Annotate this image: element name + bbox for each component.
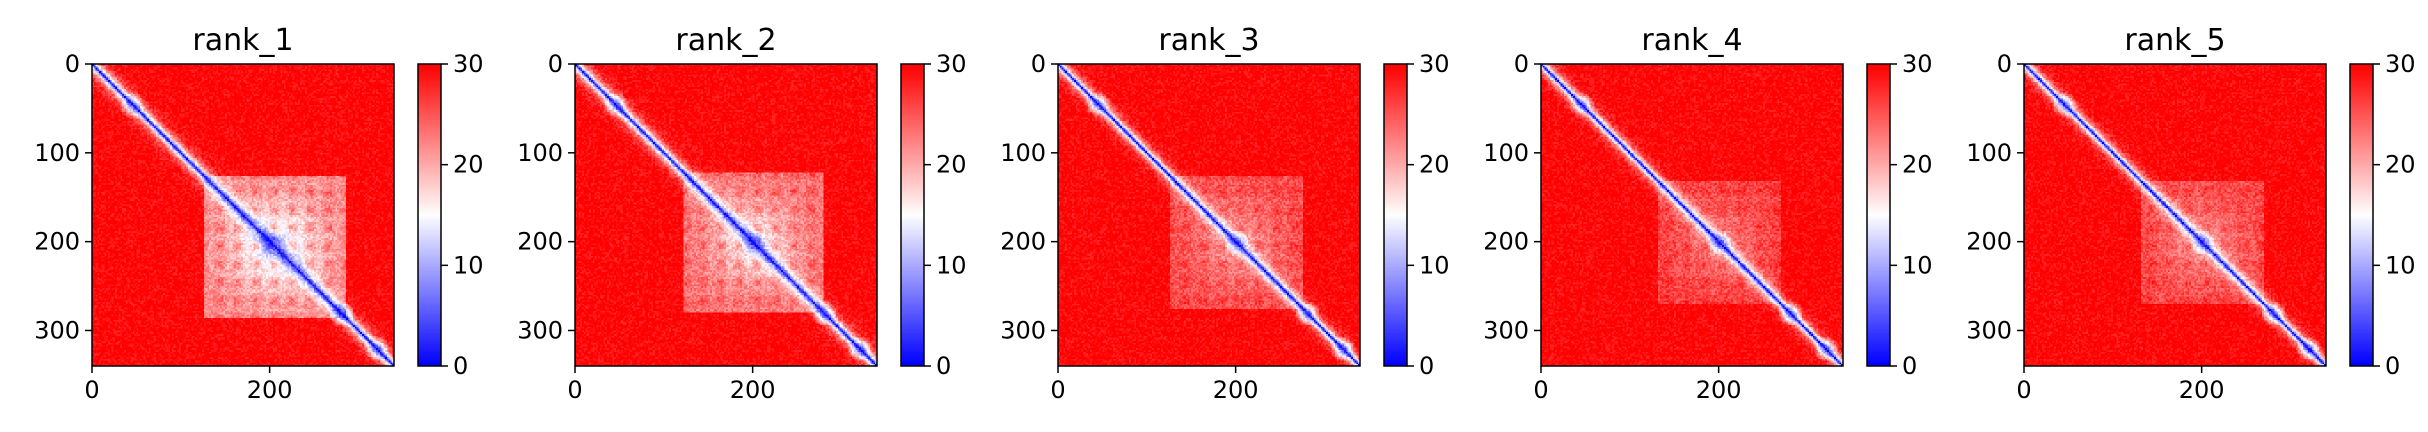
heatmap-image — [1058, 64, 1360, 366]
y-tick-label: 200 — [34, 228, 80, 256]
y-tick-label: 100 — [34, 139, 80, 167]
colorbar-frame — [1383, 63, 1408, 367]
colorbar — [418, 64, 441, 366]
axes-frame — [574, 63, 878, 367]
heatmap-image — [1541, 64, 1843, 366]
y-tick-label: 0 — [1514, 50, 1529, 78]
y-tick-label: 300 — [1483, 316, 1529, 344]
colorbar-tick-label: 0 — [453, 352, 468, 380]
colorbar-frame — [2349, 63, 2374, 367]
colorbar-tick-label: 20 — [1419, 151, 1450, 179]
colorbar-tick-label: 20 — [936, 151, 967, 179]
x-tick-label: 0 — [2016, 376, 2031, 404]
y-tick-label: 0 — [1997, 50, 2012, 78]
colorbar-tick-label: 30 — [453, 50, 484, 78]
axes-frame — [1540, 63, 1844, 367]
heatmap-panel-4: rank_4 0 100 200 300 0 200 0 10 20 30 — [1483, 23, 1932, 404]
y-tick-label: 100 — [1483, 139, 1529, 167]
y-tick-label: 0 — [548, 50, 563, 78]
axes-frame — [2023, 63, 2327, 367]
colorbar — [901, 64, 924, 366]
y-tick-label: 100 — [1000, 139, 1046, 167]
y-tick-label: 300 — [517, 316, 563, 344]
heatmap-image — [575, 64, 877, 366]
panel-title: rank_1 — [192, 23, 293, 58]
panel-title: rank_2 — [675, 23, 776, 58]
heatmap-panel-3: rank_3 0 100 200 300 0 200 0 10 20 30 — [1000, 23, 1449, 404]
colorbar — [2350, 64, 2373, 366]
colorbar-tick-label: 30 — [1902, 50, 1933, 78]
x-tick-label: 0 — [84, 376, 99, 404]
colorbar-tick-label: 10 — [1902, 251, 1933, 279]
y-tick-label: 300 — [34, 316, 80, 344]
y-tick-label: 300 — [1966, 316, 2012, 344]
x-tick-label: 0 — [1050, 376, 1065, 404]
panel-title: rank_4 — [1641, 23, 1742, 58]
x-tick-label: 200 — [730, 376, 776, 404]
colorbar-tick-label: 0 — [1419, 352, 1434, 380]
heatmap-panel-2: rank_2 0 100 200 300 0 200 0 10 20 30 — [517, 23, 966, 404]
y-tick-label: 100 — [1966, 139, 2012, 167]
colorbar-tick-label: 30 — [936, 50, 967, 78]
colorbar-frame — [1866, 63, 1891, 367]
colorbar-frame — [900, 63, 925, 367]
y-tick-label: 300 — [1000, 316, 1046, 344]
colorbar-tick-label: 10 — [936, 251, 967, 279]
y-tick-label: 0 — [1031, 50, 1046, 78]
y-tick-label: 200 — [1483, 228, 1529, 256]
y-tick-label: 200 — [517, 228, 563, 256]
colorbar-tick-label: 0 — [2385, 352, 2400, 380]
colorbar — [1867, 64, 1890, 366]
x-tick-label: 200 — [1213, 376, 1259, 404]
colorbar-tick-label: 0 — [936, 352, 951, 380]
heatmap-panel-1: rank_1 0 100 200 300 0 200 0 10 20 30 — [34, 23, 483, 404]
heatmap-image — [2024, 64, 2326, 366]
colorbar-tick-label: 10 — [2385, 251, 2416, 279]
y-tick-label: 200 — [1000, 228, 1046, 256]
colorbar-tick-label: 30 — [1419, 50, 1450, 78]
y-tick-label: 0 — [65, 50, 80, 78]
colorbar-tick-label: 30 — [2385, 50, 2416, 78]
colorbar-tick-label: 10 — [453, 251, 484, 279]
panel-title: rank_3 — [1158, 23, 1259, 58]
x-tick-label: 200 — [2179, 376, 2225, 404]
colorbar-tick-label: 20 — [2385, 151, 2416, 179]
y-tick-label: 100 — [517, 139, 563, 167]
colorbar-tick-label: 20 — [1902, 151, 1933, 179]
axes-frame — [1057, 63, 1361, 367]
heatmap-panel-5: rank_5 0 100 200 300 0 200 0 10 20 30 — [1966, 23, 2415, 404]
x-tick-label: 0 — [567, 376, 582, 404]
colorbar-tick-label: 0 — [1902, 352, 1917, 380]
colorbar — [1384, 64, 1407, 366]
y-tick-label: 200 — [1966, 228, 2012, 256]
axes-frame — [91, 63, 395, 367]
x-tick-label: 200 — [1696, 376, 1742, 404]
colorbar-frame — [417, 63, 442, 367]
x-tick-label: 0 — [1533, 376, 1548, 404]
panel-title: rank_5 — [2124, 23, 2225, 58]
heatmap-image — [92, 64, 394, 366]
x-tick-label: 200 — [247, 376, 293, 404]
colorbar-tick-label: 20 — [453, 151, 484, 179]
colorbar-tick-label: 10 — [1419, 251, 1450, 279]
